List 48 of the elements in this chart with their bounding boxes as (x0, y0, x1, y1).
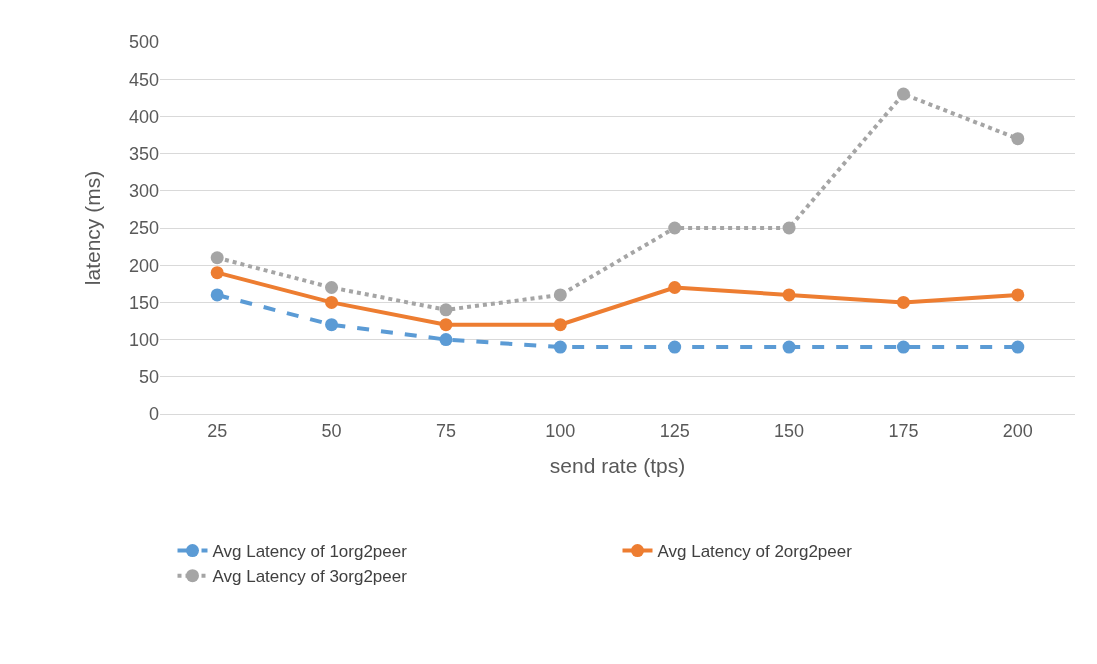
point (1011, 288, 1025, 302)
point (439, 333, 453, 347)
point (439, 303, 453, 317)
point (210, 266, 224, 280)
y-tick-label: 0 (148, 404, 159, 425)
x-tick-label: 75 (435, 420, 456, 441)
legend-label: Avg Latency of 1org2peer (212, 542, 408, 562)
y-tick-label: 200 (128, 255, 159, 276)
point (325, 318, 339, 332)
point (782, 221, 796, 235)
point (210, 288, 224, 302)
point (325, 295, 339, 309)
point (668, 221, 682, 235)
x-tick-label: 100 (545, 420, 576, 441)
x-tick-label: 150 (774, 420, 805, 441)
point (782, 340, 796, 354)
y-tick-label: 250 (128, 218, 159, 239)
point (210, 251, 224, 265)
point (1011, 340, 1025, 354)
x-tick-label: 200 (1002, 420, 1033, 441)
y-tick-label: 450 (128, 69, 159, 90)
point (553, 288, 567, 302)
point (782, 288, 796, 302)
point (1011, 132, 1025, 146)
point (553, 340, 567, 354)
point (896, 87, 910, 101)
x-tick-label: 125 (659, 420, 690, 441)
point (439, 318, 453, 332)
legend-label: Avg Latency of 2org2peer (657, 542, 853, 562)
x-tick-label: 175 (888, 420, 919, 441)
x-tick-label: 50 (321, 420, 342, 441)
y-tick-label: 150 (128, 292, 159, 313)
point (668, 340, 682, 354)
point (668, 281, 682, 295)
y-tick-label: 50 (138, 367, 159, 388)
y-tick-label: 350 (128, 143, 159, 164)
point (896, 340, 910, 354)
y-tick-label: 400 (128, 106, 159, 127)
x-axis-title: send rate (tps) (549, 453, 686, 477)
legend-label: Avg Latency of 3org2peer (212, 567, 408, 587)
point (553, 318, 567, 332)
x-tick-label: 25 (207, 420, 228, 441)
point (896, 295, 910, 309)
y-axis-title: latency (ms) (81, 170, 105, 286)
y-tick-label: 100 (128, 329, 159, 350)
y-tick-label: 300 (128, 181, 159, 202)
point (325, 281, 339, 295)
y-tick-label: 500 (128, 32, 159, 53)
